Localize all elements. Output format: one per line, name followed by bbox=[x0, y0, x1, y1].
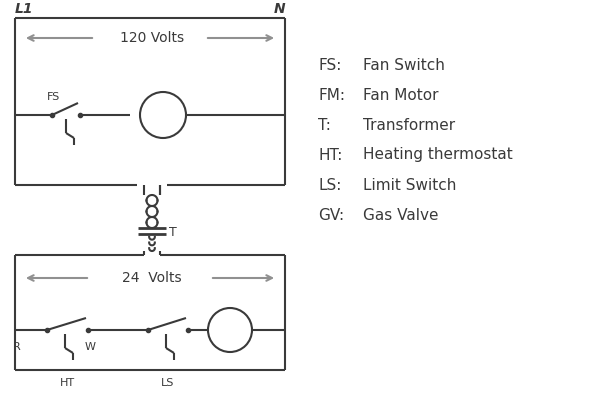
Text: Transformer: Transformer bbox=[363, 118, 455, 132]
Text: T: T bbox=[169, 226, 177, 240]
Text: FS: FS bbox=[47, 92, 61, 102]
Text: T:: T: bbox=[318, 118, 331, 132]
Text: L1: L1 bbox=[15, 2, 34, 16]
Text: GV:: GV: bbox=[318, 208, 344, 222]
Text: LS: LS bbox=[161, 378, 175, 388]
Text: HT:: HT: bbox=[318, 148, 342, 162]
Text: 24  Volts: 24 Volts bbox=[122, 271, 182, 285]
Text: Heating thermostat: Heating thermostat bbox=[363, 148, 513, 162]
Text: Limit Switch: Limit Switch bbox=[363, 178, 457, 192]
Text: FM:: FM: bbox=[318, 88, 345, 102]
Circle shape bbox=[140, 92, 186, 138]
Text: R: R bbox=[13, 342, 21, 352]
Text: W: W bbox=[84, 342, 96, 352]
Text: N: N bbox=[273, 2, 285, 16]
Text: HT: HT bbox=[60, 378, 74, 388]
Text: Fan Motor: Fan Motor bbox=[363, 88, 438, 102]
Text: Fan Switch: Fan Switch bbox=[363, 58, 445, 72]
Text: Gas Valve: Gas Valve bbox=[363, 208, 438, 222]
Text: 120 Volts: 120 Volts bbox=[120, 31, 184, 45]
Text: FS:: FS: bbox=[318, 58, 342, 72]
Text: FM: FM bbox=[154, 108, 172, 122]
Text: LS:: LS: bbox=[318, 178, 342, 192]
Text: GV: GV bbox=[221, 324, 239, 336]
Circle shape bbox=[208, 308, 252, 352]
